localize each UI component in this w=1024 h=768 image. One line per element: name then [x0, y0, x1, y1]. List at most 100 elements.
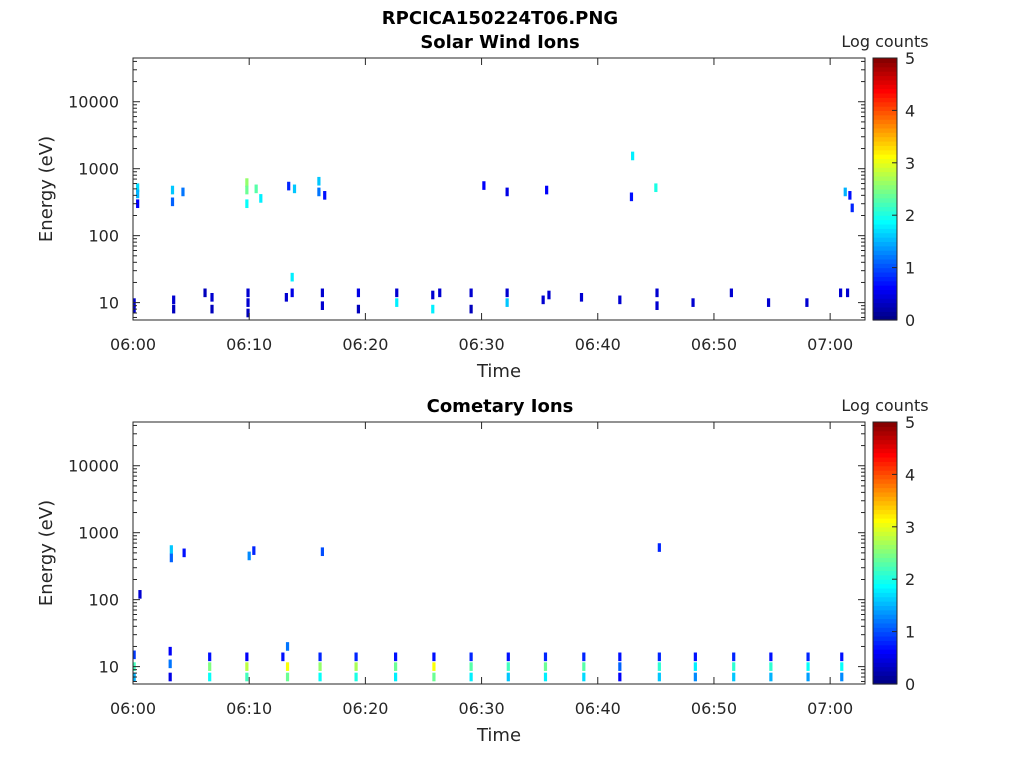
- colorbar-segment: [873, 232, 897, 238]
- colorbar-segment: [873, 267, 897, 273]
- colorbar-segment: [873, 618, 897, 624]
- colorbar-segment: [873, 456, 897, 462]
- heatmap-cell: [657, 672, 661, 682]
- heatmap-cell: [259, 194, 263, 203]
- colorbar-segment: [873, 426, 897, 432]
- colorbar-segment: [873, 106, 897, 111]
- heatmap-cell: [320, 301, 324, 310]
- colorbar-tick-label: 1: [905, 623, 915, 642]
- x-tick-label: 06:10: [226, 335, 272, 354]
- colorbar-segment: [873, 478, 897, 484]
- heatmap-cell: [845, 288, 850, 298]
- colorbar-segment: [873, 202, 897, 208]
- x-tick-label: 06:10: [226, 699, 272, 718]
- heatmap-cell: [393, 662, 398, 671]
- colorbar-segment: [873, 483, 897, 489]
- heatmap-cell: [806, 652, 810, 662]
- colorbar-segment: [873, 614, 897, 620]
- heatmap-cell: [655, 301, 659, 310]
- cometary-ions-panel: Cometary Ions 06:00 06:10 06:20 06:30 06:40 0…: [36, 396, 929, 746]
- heatmap-cell: [543, 652, 548, 662]
- colorbar-segment: [873, 491, 897, 497]
- heatmap-cell: [805, 298, 809, 307]
- colorbar-segment: [873, 180, 897, 186]
- heatmap-cell: [431, 290, 435, 300]
- x-tick-label: 06:40: [575, 699, 621, 718]
- colorbar-segment: [873, 452, 897, 458]
- heatmap-cell: [393, 652, 398, 662]
- heatmap-cell: [582, 662, 586, 671]
- colorbar-segment: [873, 500, 897, 506]
- x-tick-label: 06:50: [691, 335, 737, 354]
- x-axis-ticks: 06:00 06:10 06:20 06:30 06:40 06:50 07:00: [110, 422, 853, 718]
- colorbar-label: Log counts: [841, 396, 928, 415]
- colorbar-segment: [873, 448, 897, 454]
- heatmap-cell: [732, 662, 736, 671]
- colorbar-segment: [873, 509, 897, 515]
- heatmap-cell: [693, 662, 697, 671]
- heatmap-cell: [354, 652, 358, 662]
- heatmap-cell: [354, 662, 358, 671]
- heatmap-cell: [132, 650, 136, 660]
- x-tick-label: 06:00: [110, 699, 156, 718]
- colorbar-segment: [873, 154, 897, 160]
- heatmap-cell: [285, 672, 290, 682]
- heatmap-cell: [318, 662, 322, 671]
- heatmap-cell: [245, 199, 249, 209]
- heatmap-cell: [543, 672, 548, 682]
- colorbar-label: Log counts: [841, 32, 928, 51]
- colorbar-segment: [873, 62, 897, 68]
- heatmap-cell: [285, 662, 290, 671]
- heatmap-cell: [245, 662, 249, 671]
- colorbar-tick-label: 1: [905, 259, 915, 278]
- heatmap-cell: [582, 672, 586, 682]
- colorbar-segment: [873, 219, 897, 225]
- colorbar-segment: [873, 315, 897, 321]
- colorbar-segment: [873, 544, 897, 550]
- heatmap-cell: [839, 288, 843, 298]
- heatmap-cell: [245, 652, 249, 662]
- colorbar-segment: [873, 306, 897, 312]
- heatmap-cell: [432, 652, 436, 662]
- y-axis-label: Energy (eV): [36, 500, 57, 606]
- heatmap-cell: [246, 298, 250, 307]
- heatmap-cell: [732, 652, 736, 662]
- heatmap-cell: [618, 295, 622, 305]
- heatmap-cell: [354, 672, 358, 682]
- heatmap-cell: [246, 288, 250, 298]
- colorbar-segment: [873, 531, 897, 537]
- x-tick-label: 06:40: [575, 335, 621, 354]
- panel-title: Cometary Ions: [427, 396, 574, 417]
- heatmap-cell: [320, 288, 324, 298]
- heatmap-cell: [432, 672, 436, 682]
- heatmap-cell: [170, 197, 175, 207]
- colorbar-segment: [873, 627, 897, 633]
- colorbar-segment: [873, 215, 897, 221]
- y-tick-label: 10: [99, 294, 119, 313]
- x-tick-label: 06:20: [342, 699, 388, 718]
- heatmap-cell: [247, 551, 251, 561]
- colorbar-segment: [873, 609, 897, 615]
- heatmap-cell: [203, 288, 207, 298]
- colorbar-segment: [873, 254, 897, 260]
- heatmap-cell: [393, 672, 398, 682]
- colorbar-tick-label: 5: [905, 49, 915, 68]
- colorbar-segment: [873, 649, 897, 655]
- heatmap-cell: [693, 672, 697, 682]
- heatmap-cell: [208, 662, 212, 671]
- heatmap-cell: [290, 288, 294, 298]
- colorbar-segment: [873, 271, 897, 277]
- colorbar-segment: [873, 92, 897, 98]
- colorbar-segment: [873, 666, 897, 672]
- heatmap-cell: [469, 672, 473, 682]
- colorbar-tick-label: 4: [905, 465, 915, 484]
- heatmap-cell: [543, 662, 548, 671]
- heatmap-cell: [579, 292, 584, 302]
- y-axis-ticks: 10 100 1000 10000: [68, 424, 865, 682]
- plot-frame: [132, 57, 866, 321]
- heatmap-cell: [657, 662, 661, 671]
- colorbar-tick-label: 0: [905, 675, 915, 694]
- plot-frame: [132, 421, 866, 685]
- colorbar-segment: [873, 548, 897, 554]
- colorbar-segment: [873, 241, 897, 247]
